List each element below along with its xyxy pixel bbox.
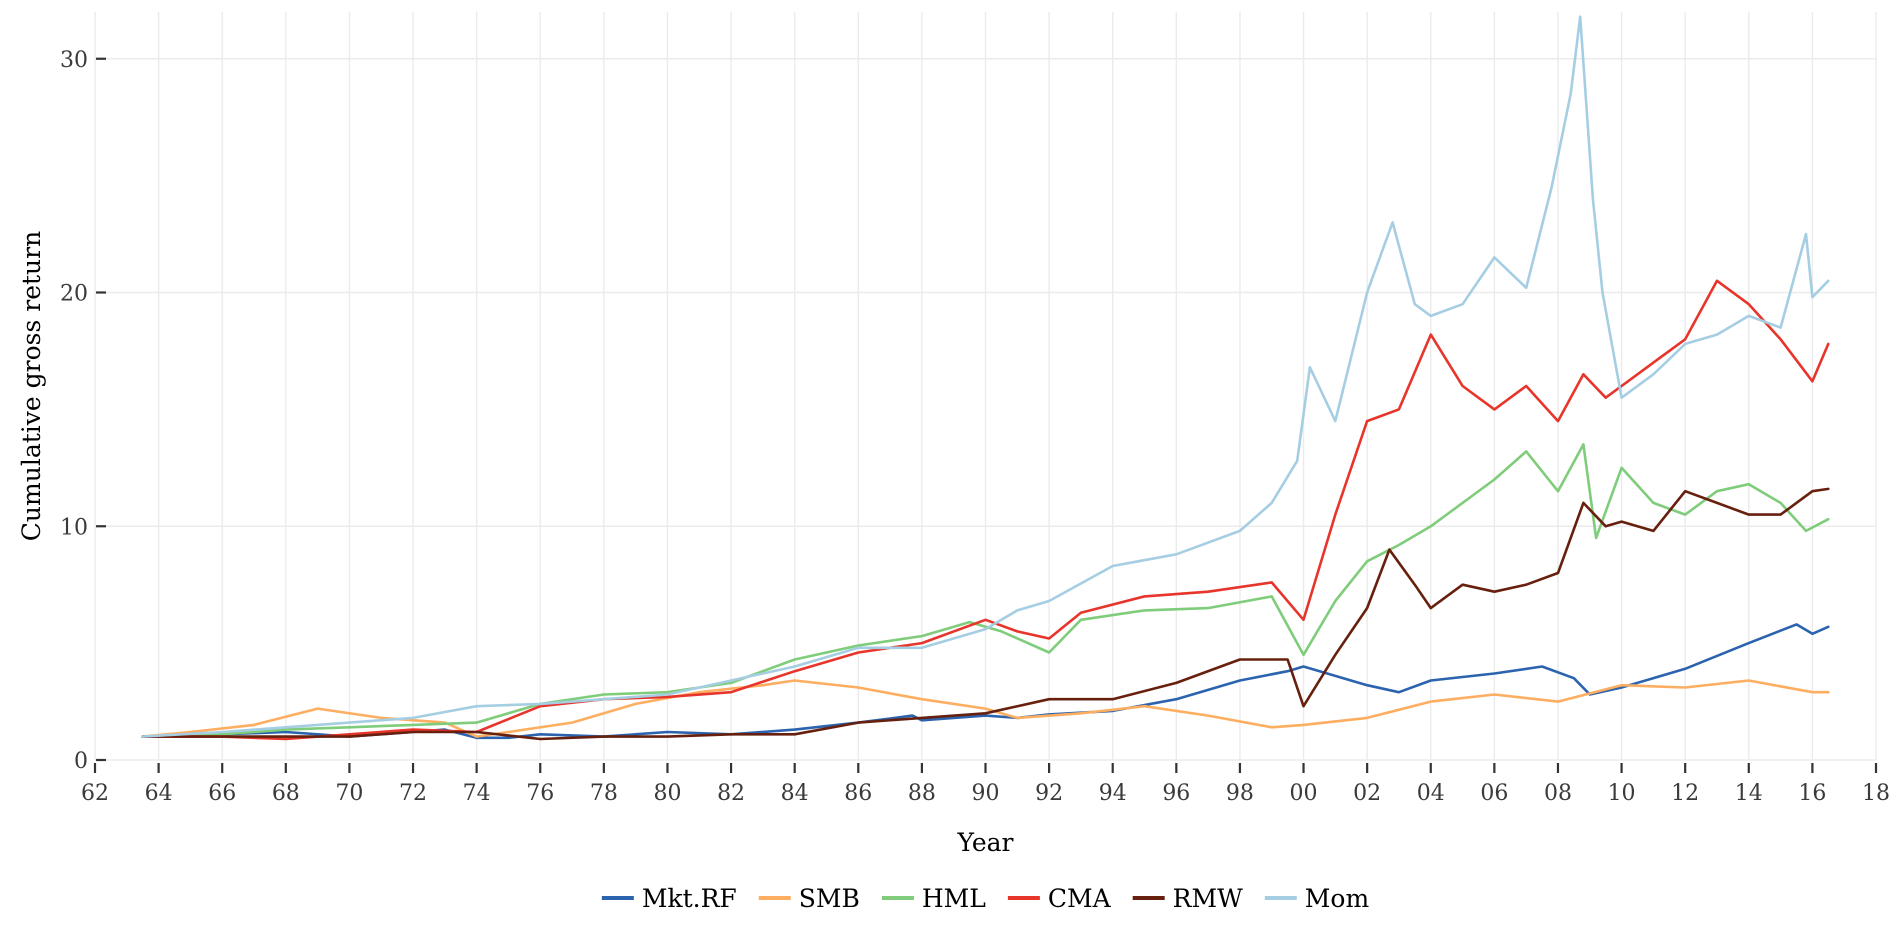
legend-label-rmw: RMW bbox=[1173, 884, 1243, 913]
series-line-mom bbox=[141, 15, 1830, 738]
x-tick-label: 00 bbox=[1290, 781, 1318, 806]
legend-label-cma: CMA bbox=[1048, 884, 1112, 913]
x-tick-label: 88 bbox=[908, 781, 936, 806]
x-tick-label: 98 bbox=[1226, 781, 1254, 806]
y-axis-title: Cumulative gross return bbox=[17, 231, 46, 541]
y-tick-label: 20 bbox=[60, 282, 88, 307]
x-tick-label: 78 bbox=[590, 781, 618, 806]
y-tick-label: 30 bbox=[60, 48, 88, 73]
x-tick-label: 16 bbox=[1798, 781, 1826, 806]
x-tick-label: 62 bbox=[81, 781, 109, 806]
x-tick-label: 08 bbox=[1544, 781, 1572, 806]
x-tick-label: 04 bbox=[1417, 781, 1445, 806]
x-tick-label: 76 bbox=[526, 781, 554, 806]
x-axis-title: Year bbox=[957, 828, 1014, 857]
legend-item-mkt-rf: Mkt.RF bbox=[601, 884, 737, 913]
series-line-cma bbox=[141, 279, 1830, 741]
x-tick-label: 80 bbox=[653, 781, 681, 806]
x-tick-label: 92 bbox=[1035, 781, 1063, 806]
axes: 0 10 20 30 62 64 66 68 70 72 74 76 78 80 82 84 86 88 90 92 9… bbox=[60, 48, 1889, 806]
x-tick-label: 64 bbox=[145, 781, 173, 806]
x-tick-label: 10 bbox=[1608, 781, 1636, 806]
x-tick-label: 12 bbox=[1671, 781, 1699, 806]
legend: Mkt.RF SMB HML CMA RMW Mom bbox=[601, 884, 1370, 913]
legend-label-smb: SMB bbox=[799, 884, 860, 913]
x-tick-label: 96 bbox=[1162, 781, 1190, 806]
x-tick-label: 06 bbox=[1480, 781, 1508, 806]
x-tick-label: 66 bbox=[208, 781, 236, 806]
x-tick-label: 82 bbox=[717, 781, 745, 806]
legend-label-mom: Mom bbox=[1305, 884, 1370, 913]
legend-item-cma: CMA bbox=[1007, 884, 1112, 913]
y-tick-label: 0 bbox=[74, 749, 88, 774]
x-tick-label: 74 bbox=[463, 781, 491, 806]
x-tick-label: 18 bbox=[1862, 781, 1889, 806]
x-tick-label: 14 bbox=[1735, 781, 1763, 806]
x-tick-label: 86 bbox=[844, 781, 872, 806]
series-line-rmw bbox=[141, 487, 1830, 741]
legend-label-hml: HML bbox=[922, 884, 986, 913]
y-tick-label: 10 bbox=[60, 515, 88, 540]
legend-item-mom: Mom bbox=[1264, 884, 1370, 913]
x-tick-label: 84 bbox=[781, 781, 809, 806]
x-tick-label: 72 bbox=[399, 781, 427, 806]
legend-item-rmw: RMW bbox=[1132, 884, 1243, 913]
x-tick-label: 02 bbox=[1353, 781, 1381, 806]
x-tick-label: 68 bbox=[272, 781, 300, 806]
x-tick-label: 70 bbox=[335, 781, 363, 806]
x-tick-label: 90 bbox=[972, 781, 1000, 806]
legend-item-hml: HML bbox=[881, 884, 986, 913]
gridlines bbox=[94, 12, 1877, 761]
series-lines bbox=[141, 15, 1830, 741]
legend-item-smb: SMB bbox=[758, 884, 860, 913]
legend-label-mkt-rf: Mkt.RF bbox=[642, 884, 737, 913]
x-tick-label: 94 bbox=[1099, 781, 1127, 806]
